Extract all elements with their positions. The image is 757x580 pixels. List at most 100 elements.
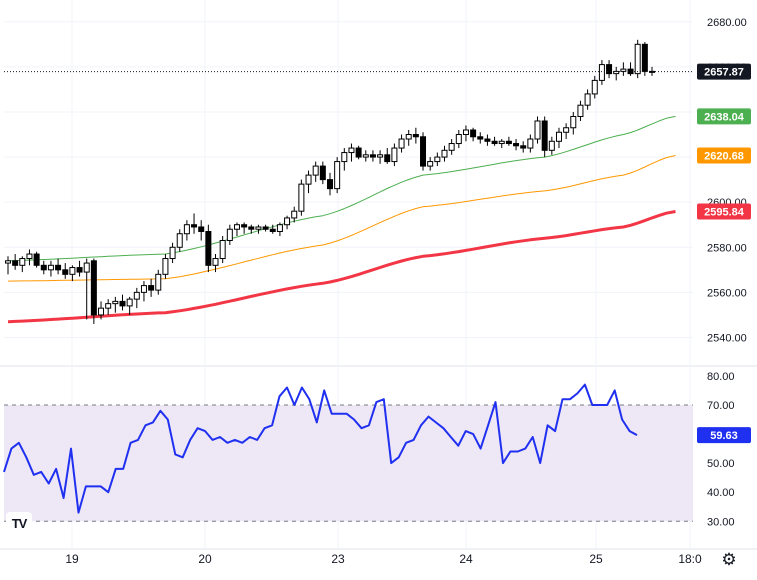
candle	[427, 157, 434, 171]
candle-body	[205, 230, 212, 266]
candle	[248, 224, 255, 234]
candle-body	[398, 138, 405, 149]
candle	[491, 136, 498, 146]
candle	[233, 222, 240, 236]
candle-body	[176, 233, 183, 248]
candle	[5, 256, 11, 275]
candle	[606, 60, 613, 79]
candle	[398, 134, 405, 153]
candle-body	[83, 262, 90, 273]
candle-body	[291, 210, 298, 219]
candle	[69, 265, 76, 282]
candle-body	[563, 127, 570, 133]
candle	[627, 62, 634, 76]
candle-body	[477, 136, 484, 140]
candle	[162, 254, 169, 279]
candle	[183, 220, 190, 241]
candle-body	[520, 145, 527, 149]
time-tick-label: 24	[459, 552, 473, 566]
rsi-line	[3, 383, 638, 514]
candle	[212, 254, 219, 273]
candle-body	[448, 143, 455, 151]
last-price-label-bg	[697, 63, 751, 80]
candle-body	[541, 120, 548, 151]
candle	[462, 125, 469, 142]
candle	[269, 224, 276, 234]
candle	[105, 299, 112, 315]
candle-body	[491, 140, 498, 145]
candle	[391, 143, 398, 167]
candle	[584, 89, 591, 110]
candle	[291, 206, 298, 223]
candle-body	[26, 253, 33, 260]
candle-body	[269, 228, 276, 232]
candle-body	[262, 226, 269, 230]
candle-body	[112, 300, 119, 305]
candle-body	[484, 138, 491, 142]
candle	[126, 296, 133, 315]
candle-body	[334, 161, 341, 190]
candle-body	[69, 267, 76, 275]
candle-body	[226, 228, 233, 242]
candle-body	[140, 285, 147, 293]
candle	[534, 116, 541, 144]
candle-body	[591, 79, 598, 95]
candle-body	[198, 226, 205, 232]
candle-body	[427, 161, 434, 167]
candle	[155, 269, 162, 295]
candle	[33, 251, 40, 268]
candle-body	[90, 260, 97, 316]
candle	[448, 139, 455, 155]
candle-body	[570, 115, 577, 129]
candle	[541, 116, 548, 158]
candle	[455, 130, 462, 149]
candle	[255, 224, 262, 234]
last-price-label: 2657.87	[704, 67, 744, 79]
candle	[341, 148, 348, 171]
candle-body	[505, 140, 512, 145]
candle-body	[126, 298, 133, 307]
candle	[498, 139, 505, 149]
candle	[191, 213, 198, 234]
time-tick-label: 19	[65, 552, 79, 566]
candle-body	[212, 258, 219, 266]
rsi-tick-label: 50.00	[707, 458, 735, 470]
candle-body	[369, 154, 376, 158]
candle	[563, 123, 570, 140]
candle	[355, 145, 362, 160]
candle	[148, 278, 155, 297]
candle-body	[5, 260, 11, 264]
candle-body	[98, 307, 105, 316]
candle-body	[327, 179, 333, 190]
moving-average-line-2	[7, 155, 676, 282]
candle	[334, 157, 341, 194]
candle	[169, 242, 176, 264]
time-tick-label: 25	[589, 552, 603, 566]
candle	[140, 281, 147, 302]
rsi-tick-label: 70.00	[707, 400, 735, 412]
candle-body	[412, 134, 419, 138]
gear-icon[interactable]: ⚙	[721, 550, 737, 569]
candle	[555, 127, 562, 149]
moving-average-line-3	[7, 210, 676, 324]
rsi-tick-label: 30.00	[707, 516, 735, 528]
candle	[26, 249, 33, 266]
candle	[119, 294, 126, 311]
candle-body	[219, 240, 226, 260]
candle-body	[584, 93, 591, 106]
candle	[98, 301, 105, 320]
candle	[477, 132, 484, 144]
candle	[90, 258, 97, 324]
candle-body	[362, 154, 369, 158]
candle-body	[377, 154, 384, 158]
candle	[620, 62, 627, 76]
candle	[470, 127, 477, 142]
tradingview-logo: TV	[6, 512, 32, 534]
ma-value-label-2-bg	[697, 147, 751, 164]
candle-body	[169, 246, 176, 260]
candle-body	[434, 156, 441, 163]
candle-body	[348, 147, 355, 154]
candle-body	[55, 264, 62, 271]
